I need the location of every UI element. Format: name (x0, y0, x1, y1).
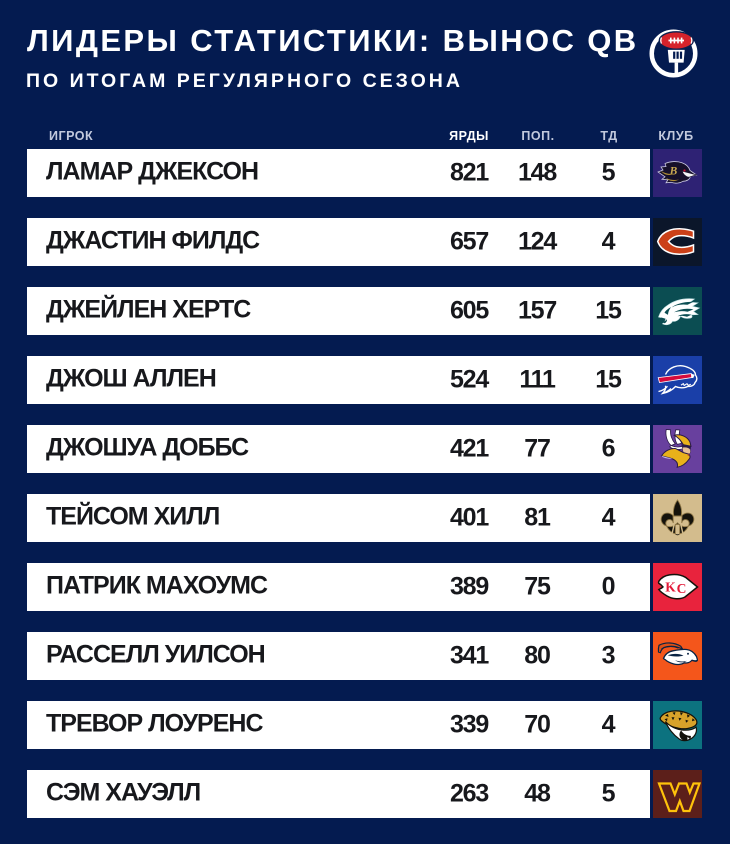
svg-text:K: K (665, 580, 676, 595)
svg-text:B: B (669, 166, 678, 178)
svg-text:C: C (677, 581, 687, 596)
